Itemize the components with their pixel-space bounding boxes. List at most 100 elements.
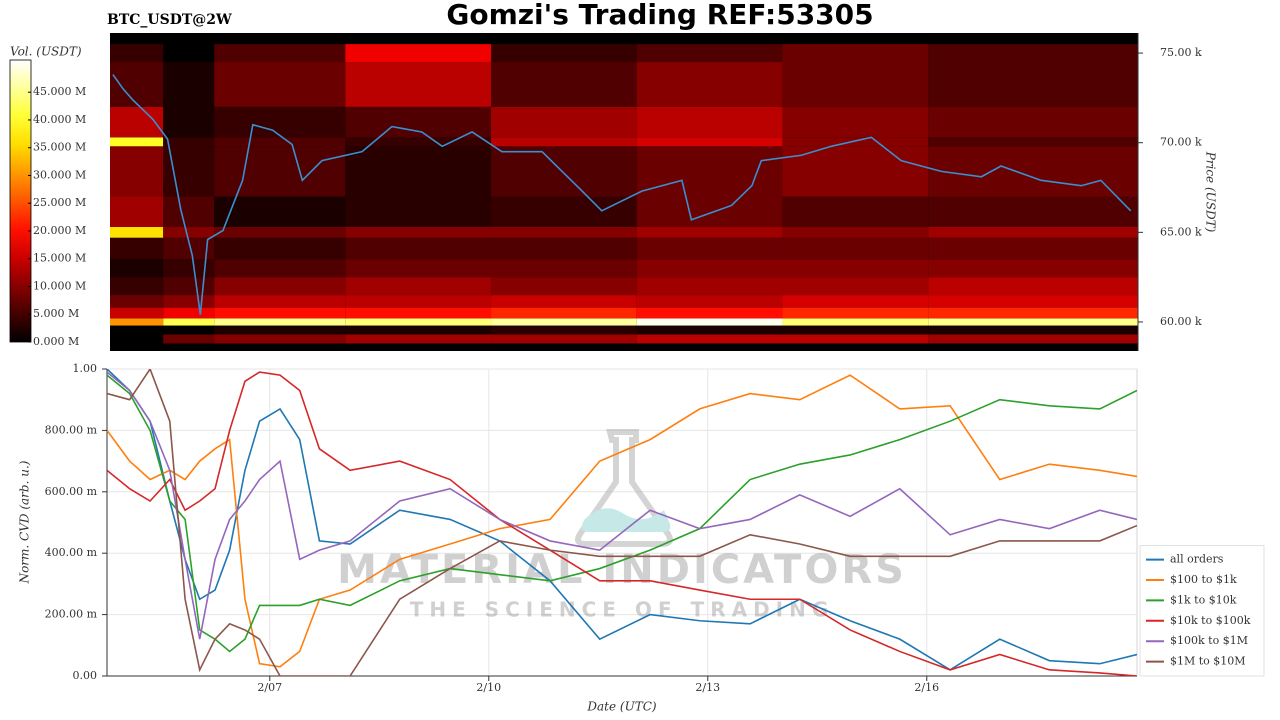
heatmap-cell <box>345 137 492 147</box>
heatmap-cell <box>110 137 164 147</box>
heatmap-cell <box>110 295 164 308</box>
heatmap-cell <box>782 62 929 107</box>
heatmap-cell <box>163 226 215 238</box>
heatmap-cell <box>928 44 1138 63</box>
heatmap-cell <box>636 318 783 326</box>
heatmap-cell <box>214 259 346 278</box>
heatmap-cell <box>782 259 929 278</box>
heatmap-cell <box>110 318 164 326</box>
heatmap-cell <box>928 318 1138 326</box>
colorbar-tick-label: 5.000 M <box>33 307 79 320</box>
heatmap-cell <box>782 196 929 227</box>
chart-subtitle: BTC_USDT@2W <box>107 12 232 28</box>
heatmap-cell <box>928 62 1138 107</box>
colorbar-tick-label: 40.000 M <box>33 113 86 126</box>
heatmap-cell <box>345 307 492 319</box>
heatmap-cell <box>163 334 215 344</box>
legend-label: all orders <box>1170 553 1224 566</box>
heatmap-cell <box>782 307 929 319</box>
y-tick-label: 800.00 m <box>45 423 98 436</box>
colorbar-label: Vol. (USDT) <box>10 45 82 59</box>
heatmap-cell <box>110 259 164 278</box>
x-tick-label: 2/10 <box>476 681 501 694</box>
y-axis-label: Norm. CVD (arb. u.) <box>18 460 32 584</box>
heatmap-cell <box>345 295 492 308</box>
heatmap-cell <box>782 106 929 138</box>
heatmap-cell <box>636 146 783 197</box>
heatmap-cell <box>345 146 492 197</box>
heatmap-cell <box>491 226 637 238</box>
heatmap-cell <box>782 137 929 147</box>
heatmap-cell <box>491 196 637 227</box>
heatmap-cell <box>214 196 346 227</box>
heatmap-cell <box>491 259 637 278</box>
heatmap-cell <box>491 237 637 260</box>
heatmap-cell <box>110 277 164 296</box>
x-tick-label: 2/16 <box>914 681 939 694</box>
heatmap-cell <box>636 62 783 107</box>
heatmap-cell <box>636 106 783 138</box>
heatmap-cell <box>345 325 492 335</box>
y-tick-label: 70.00 k <box>1160 136 1202 149</box>
y-tick-label: 400.00 m <box>45 546 98 559</box>
heatmap-cell <box>636 226 783 238</box>
heatmap-cell <box>163 318 215 326</box>
watermark-title: MATERIAL INDICATORS <box>337 547 907 593</box>
heatmap-cell <box>214 106 346 138</box>
heatmap-cell <box>214 325 346 335</box>
heatmap-cell <box>163 307 215 319</box>
heatmap-cell <box>163 106 215 138</box>
legend-box <box>1139 545 1265 677</box>
heatmap-cell <box>636 259 783 278</box>
y-tick-label: 600.00 m <box>45 485 98 498</box>
heatmap-cell <box>636 334 783 344</box>
heatmap-cell <box>345 226 492 238</box>
heatmap-cell <box>782 295 929 308</box>
colorbar-tick-label: 25.000 M <box>33 196 86 209</box>
heatmap-cell <box>782 318 929 326</box>
y-tick-label: 75.00 k <box>1160 46 1202 59</box>
cvd-line <box>107 371 1137 676</box>
heatmap-cell <box>214 295 346 308</box>
heatmap-cell <box>636 196 783 227</box>
heatmap-cell <box>110 62 164 107</box>
price-line <box>112 74 1132 315</box>
heatmap-cell <box>214 44 346 63</box>
heatmap-cell <box>928 295 1138 308</box>
heatmap-cell <box>782 226 929 238</box>
heatmap-cell <box>782 277 929 296</box>
heatmap-cell <box>345 106 492 138</box>
heatmap-cell <box>110 44 164 63</box>
y-tick-label: 60.00 k <box>1160 315 1202 328</box>
watermark-subtitle: THE SCIENCE OF TRADING <box>410 598 835 622</box>
heatmap-cell <box>636 325 783 335</box>
heatmap-cell <box>491 62 637 107</box>
heatmap-cell <box>345 318 492 326</box>
heatmap-cell <box>928 196 1138 227</box>
heatmap-cell <box>214 62 346 107</box>
heatmap-cell <box>491 44 637 63</box>
y-tick-label: 200.00 m <box>45 608 98 621</box>
colorbar-tick-label: 10.000 M <box>33 279 86 292</box>
cvd-line <box>107 374 1137 668</box>
y-tick-label: 1.00 <box>73 362 98 375</box>
heatmap-cell <box>214 237 346 260</box>
heatmap-cell <box>214 334 346 344</box>
heatmap-cell <box>491 277 637 296</box>
cvd-line <box>107 374 1137 653</box>
legend-label: $100k to $1M <box>1170 634 1248 647</box>
heatmap-cell <box>110 196 164 227</box>
y-axis-label: Price (USDT) <box>1204 151 1218 233</box>
heatmap-cell <box>345 196 492 227</box>
heatmap-cell <box>110 146 164 197</box>
heatmap-cell <box>491 106 637 138</box>
heatmap-cell <box>636 307 783 319</box>
heatmap-cell <box>214 137 346 147</box>
heatmap-cell <box>636 277 783 296</box>
heatmap-cell <box>345 62 492 107</box>
heatmap-cell <box>491 295 637 308</box>
legend-label: $1M to $10M <box>1170 655 1246 668</box>
heatmap-cell <box>110 226 164 238</box>
legend-label: $10k to $100k <box>1170 614 1251 627</box>
x-tick-label: 2/13 <box>695 681 720 694</box>
